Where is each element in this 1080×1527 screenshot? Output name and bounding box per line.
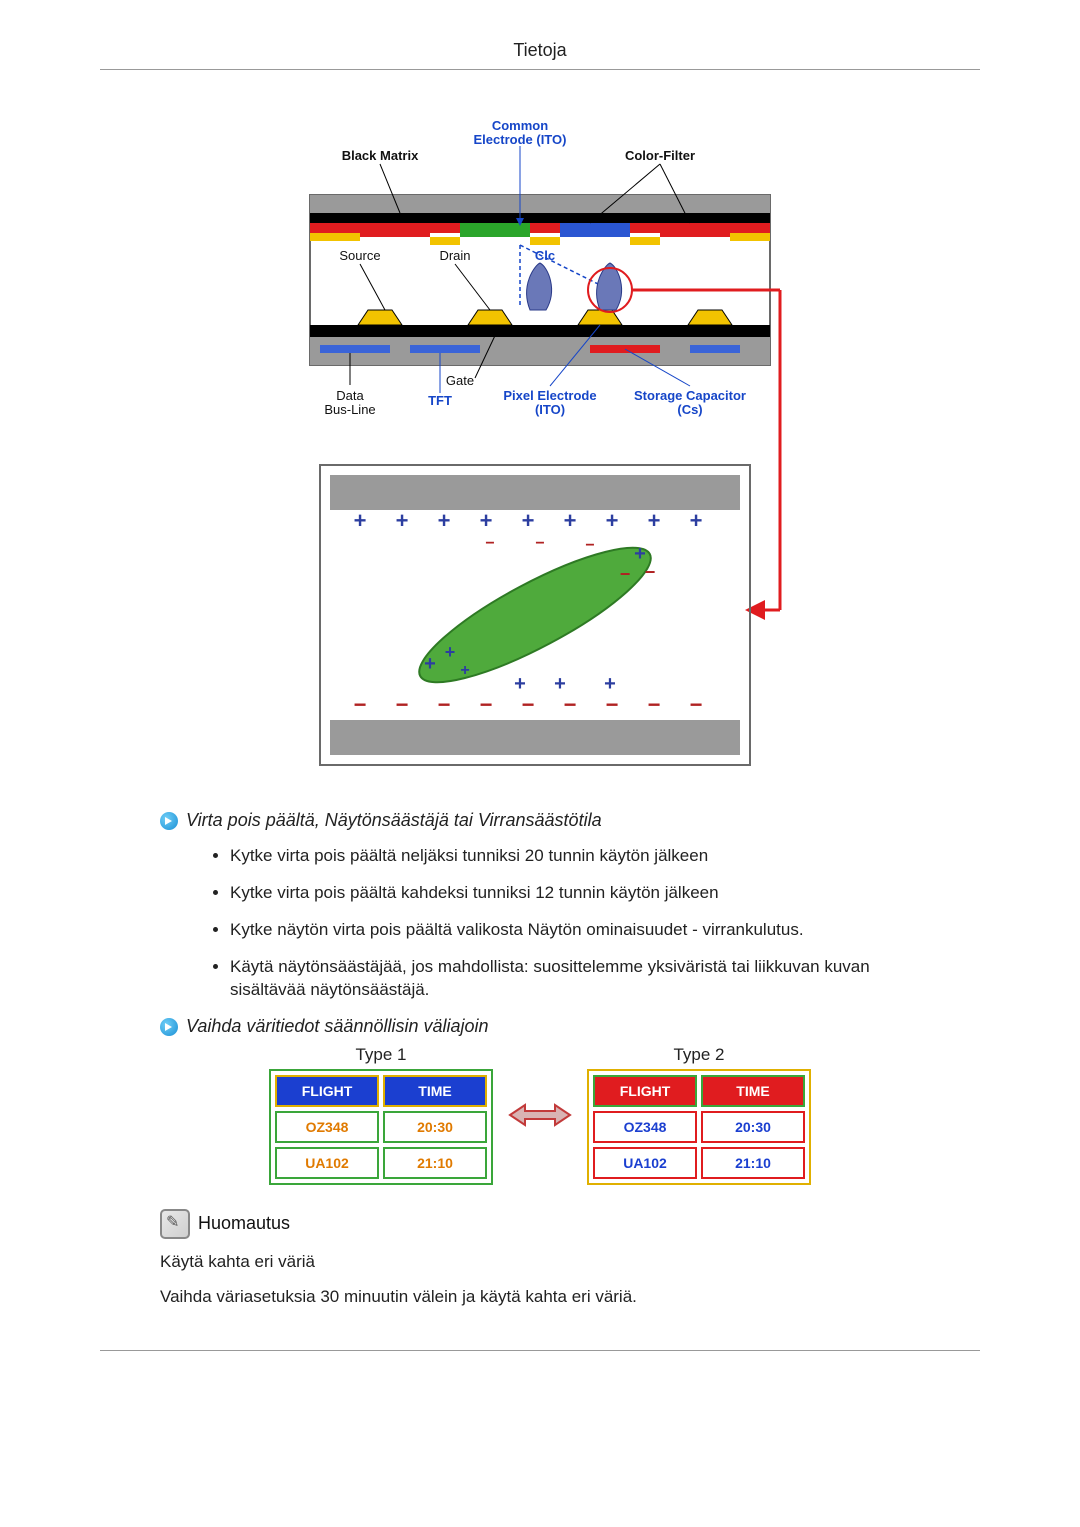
svg-text:−: − xyxy=(354,692,367,717)
note-paragraph: Käytä kahta eri väriä xyxy=(160,1249,920,1275)
svg-text:−: − xyxy=(564,692,577,717)
svg-text:+: + xyxy=(514,673,526,695)
svg-text:−: − xyxy=(480,692,493,717)
svg-text:−: − xyxy=(620,564,631,584)
bidirectional-arrow-icon xyxy=(505,1095,575,1135)
svg-text:Black Matrix: Black Matrix xyxy=(342,148,419,163)
page-title: Tietoja xyxy=(100,40,980,70)
svg-text:+: + xyxy=(554,673,566,695)
svg-text:Bus-Line: Bus-Line xyxy=(324,402,375,417)
svg-text:+: + xyxy=(445,642,456,662)
svg-text:(ITO): (ITO) xyxy=(535,402,565,417)
svg-text:−: − xyxy=(535,535,544,552)
svg-text:+: + xyxy=(690,508,703,533)
svg-text:+: + xyxy=(522,508,535,533)
svg-text:−: − xyxy=(648,692,661,717)
svg-text:Drain: Drain xyxy=(439,248,470,263)
svg-text:Color-Filter: Color-Filter xyxy=(625,148,695,163)
tft-diagram: CommonElectrode (ITO) Black Matrix Color-F… xyxy=(290,110,790,770)
note-paragraph: Vaihda väriasetuksia 30 minuutin välein … xyxy=(160,1284,920,1310)
arrow-bullet-icon xyxy=(160,1018,178,1036)
svg-text:TFT: TFT xyxy=(428,393,452,408)
type1-label: Type 1 xyxy=(269,1045,493,1065)
section-title-2: Vaihda väritiedot säännöllisin väliajoin xyxy=(186,1016,489,1037)
svg-text:−: − xyxy=(645,562,656,582)
svg-text:+: + xyxy=(396,508,409,533)
list-item: Kytke virta pois päältä kahdeksi tunniks… xyxy=(230,882,920,905)
list-item: Kytke näytön virta pois päältä valikosta… xyxy=(230,919,920,942)
svg-text:Data: Data xyxy=(336,388,364,403)
svg-text:+: + xyxy=(648,508,661,533)
svg-text:+: + xyxy=(424,653,436,675)
svg-text:+: + xyxy=(460,662,469,679)
svg-text:−: − xyxy=(606,692,619,717)
flight-table-type1: FLIGHTTIMEOZ34820:30UA10221:10 xyxy=(269,1069,493,1185)
svg-text:−: − xyxy=(585,537,594,554)
svg-text:−: − xyxy=(690,692,703,717)
list-item: Käytä näytönsäästäjää, jos mahdollista: … xyxy=(230,956,920,1002)
svg-text:+: + xyxy=(480,508,493,533)
list-item: Kytke virta pois päältä neljäksi tunniks… xyxy=(230,845,920,868)
svg-text:+: + xyxy=(438,508,451,533)
section-title-1: Virta pois päältä, Näytönsäästäjä tai Vi… xyxy=(186,810,602,831)
svg-text:(Cs): (Cs) xyxy=(677,402,702,417)
svg-text:+: + xyxy=(564,508,577,533)
svg-text:Clc: Clc xyxy=(535,248,555,263)
svg-text:Gate: Gate xyxy=(446,373,474,388)
arrow-bullet-icon xyxy=(160,812,178,830)
note-icon xyxy=(160,1209,190,1239)
svg-text:−: − xyxy=(438,692,451,717)
footer-rule xyxy=(100,1350,980,1361)
svg-text:Electrode (ITO): Electrode (ITO) xyxy=(474,132,567,147)
section1-list: Kytke virta pois päältä neljäksi tunniks… xyxy=(190,845,920,1002)
note-title: Huomautus xyxy=(198,1213,290,1234)
svg-text:Common: Common xyxy=(492,118,548,133)
svg-text:Storage Capacitor: Storage Capacitor xyxy=(634,388,746,403)
svg-text:+: + xyxy=(354,508,367,533)
flight-table-type2: FLIGHTTIMEOZ34820:30UA10221:10 xyxy=(587,1069,811,1185)
svg-text:Pixel Electrode: Pixel Electrode xyxy=(503,388,596,403)
svg-text:Source: Source xyxy=(339,248,380,263)
svg-text:+: + xyxy=(606,508,619,533)
svg-text:−: − xyxy=(485,535,494,552)
svg-text:−: − xyxy=(522,692,535,717)
type2-label: Type 2 xyxy=(587,1045,811,1065)
svg-text:−: − xyxy=(396,692,409,717)
color-type-tables: Type 1 FLIGHTTIMEOZ34820:30UA10221:10 Ty… xyxy=(160,1045,920,1185)
svg-text:+: + xyxy=(604,673,616,695)
